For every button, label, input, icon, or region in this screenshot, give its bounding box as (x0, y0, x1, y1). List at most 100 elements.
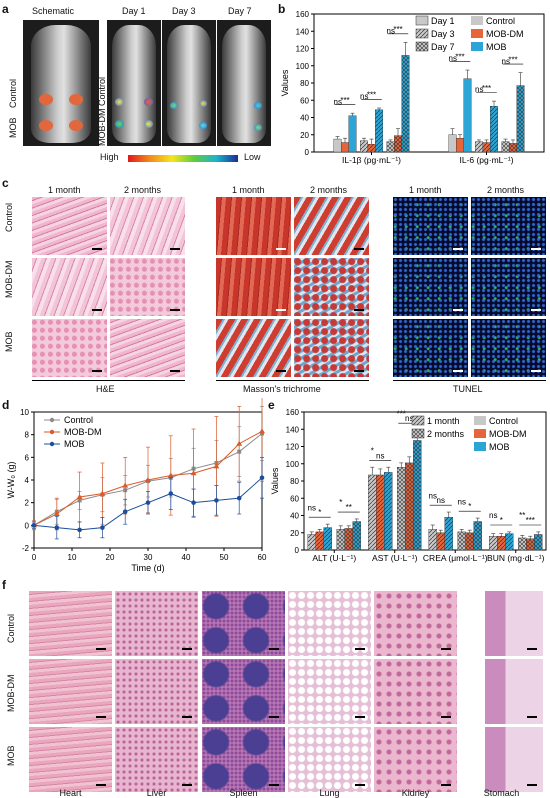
col-header-schematic: Schematic (32, 6, 75, 16)
mouse-image-day7 (217, 20, 271, 146)
bar (401, 55, 410, 153)
bar (341, 142, 349, 153)
x-axis-label: Time (d) (131, 563, 164, 573)
row-label-mob-dm: MOB-DM (4, 260, 14, 299)
bar (307, 534, 316, 551)
y-tick-label: 2 (25, 499, 30, 508)
divider-he (32, 380, 185, 381)
legend-marker (49, 417, 55, 423)
micrograph-masson-mob-2m (294, 319, 369, 377)
micrograph-stomach (460, 727, 543, 792)
implant-marker (69, 94, 83, 105)
legend-swatch (415, 28, 429, 39)
x-tick-label: 30 (144, 553, 153, 562)
scale-bar (527, 648, 537, 650)
ns-label: * (371, 446, 374, 455)
mouse-image-day3 (162, 20, 216, 146)
row-label-control: Control (4, 202, 14, 232)
scale-bar (527, 784, 537, 786)
micrograph-liver (115, 727, 198, 792)
bar (375, 109, 383, 153)
x-group-label: AST (U·L⁻¹) (372, 553, 418, 563)
micrograph-kidney (374, 727, 457, 792)
ns-label: ns (360, 92, 368, 101)
bar (489, 535, 498, 551)
bar (457, 531, 466, 551)
chart-b: 0 20 40 60 80 100 120 140 160 Values IL-1β (pg·mL⁻… (280, 10, 545, 165)
micrograph-lung (288, 727, 371, 792)
bar (413, 440, 422, 551)
legend-swatch (474, 442, 486, 451)
data-point (31, 523, 37, 528)
x-tick-label: 50 (220, 553, 229, 562)
x-tick-label: 20 (106, 553, 115, 562)
scale-bar (182, 716, 192, 718)
bar (448, 134, 457, 153)
legend-label: MOB (64, 439, 85, 449)
bar (386, 141, 395, 153)
data-point (76, 494, 83, 499)
ns-label: ns (475, 85, 483, 94)
legend-label: MOB (486, 42, 507, 52)
sig-stars: *** (340, 96, 349, 105)
micrograph-kidney (374, 591, 457, 656)
panel-label-a: a (2, 2, 9, 16)
ns-label: ** (519, 511, 525, 520)
ns-label: ns (429, 491, 437, 500)
chart-e: 0 20 40 60 80 100 120 140 160 Values ALT (U·L⁻¹) AS… (270, 408, 547, 563)
data-point (236, 495, 242, 501)
data-point (54, 525, 60, 530)
legend-label: MOB-DM (489, 429, 527, 439)
bar (336, 529, 345, 551)
sig-stars: *** (508, 55, 517, 64)
panel-label-b: b (278, 2, 286, 16)
bar (482, 142, 491, 153)
bar (333, 138, 342, 153)
bar (465, 532, 474, 551)
bar (397, 466, 406, 551)
micrograph-stomach (460, 591, 543, 656)
legend-swatch (471, 16, 483, 25)
legend-marker (49, 429, 55, 435)
scale-bar (527, 716, 537, 718)
y-tick-label: 40 (290, 512, 299, 521)
bar (497, 535, 506, 551)
data-point (259, 475, 265, 481)
x-group-label: IL-6 (pg·mL⁻¹) (459, 155, 513, 165)
scale-bar (355, 784, 365, 786)
data-point (259, 428, 265, 434)
ns-label: ns (449, 54, 457, 63)
scale-bar (269, 648, 279, 650)
col-header-mt-2months: 2 months (310, 185, 348, 195)
implant-marker (39, 94, 53, 105)
data-point (100, 525, 105, 530)
bar (456, 137, 464, 153)
bar (405, 462, 414, 551)
col-header-day7: Day 7 (228, 6, 252, 16)
bar (315, 531, 324, 551)
y-tick-label: 20 (300, 131, 309, 140)
x-tick-label: 40 (182, 553, 191, 562)
sig-label: ns (405, 414, 413, 423)
y-tick-label: 20 (290, 529, 299, 538)
ns-label: ns (458, 497, 466, 506)
bar (367, 144, 376, 153)
organ-label-heart: Heart (59, 788, 82, 798)
colorbar-high-label: High (100, 152, 119, 162)
ns-label: *** (397, 409, 406, 418)
y-tick-label: 100 (296, 62, 310, 71)
micrograph-heart (29, 727, 112, 792)
ns-label: ns (489, 511, 497, 520)
bar (368, 474, 377, 551)
colorbar-low-label: Low (244, 152, 261, 162)
legend-swatch (471, 42, 483, 51)
ns-label: * (339, 498, 342, 507)
micrograph-masson-mob-1m (216, 319, 291, 377)
mouse-image-day1 (107, 20, 161, 146)
sig-stars: *** (455, 53, 464, 62)
col-header-he-1month: 1 month (48, 185, 81, 195)
bar (505, 533, 514, 551)
divider-masson (216, 380, 369, 381)
bar (428, 529, 437, 551)
legend-label: 2 months (427, 429, 465, 439)
